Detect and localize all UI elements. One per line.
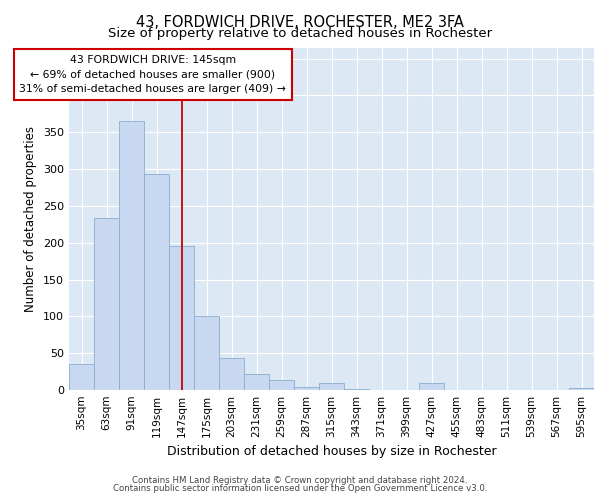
Y-axis label: Number of detached properties: Number of detached properties [25, 126, 37, 312]
Bar [569, 388, 594, 390]
Bar [419, 382, 444, 390]
Bar [244, 374, 269, 390]
Bar [269, 380, 294, 390]
Bar [194, 316, 219, 390]
Bar [219, 358, 244, 390]
Bar [319, 382, 344, 390]
Bar [94, 218, 119, 390]
Text: 43 FORDWICH DRIVE: 145sqm
← 69% of detached houses are smaller (900)
31% of semi: 43 FORDWICH DRIVE: 145sqm ← 69% of detac… [19, 55, 286, 94]
Bar [169, 246, 194, 390]
Bar [144, 174, 169, 390]
Text: Size of property relative to detached houses in Rochester: Size of property relative to detached ho… [108, 28, 492, 40]
Bar [69, 364, 94, 390]
Bar [119, 121, 144, 390]
Bar [294, 387, 319, 390]
Text: Contains HM Land Registry data © Crown copyright and database right 2024.: Contains HM Land Registry data © Crown c… [132, 476, 468, 485]
X-axis label: Distribution of detached houses by size in Rochester: Distribution of detached houses by size … [167, 446, 496, 458]
Text: Contains public sector information licensed under the Open Government Licence v3: Contains public sector information licen… [113, 484, 487, 493]
Text: 43, FORDWICH DRIVE, ROCHESTER, ME2 3FA: 43, FORDWICH DRIVE, ROCHESTER, ME2 3FA [136, 15, 464, 30]
